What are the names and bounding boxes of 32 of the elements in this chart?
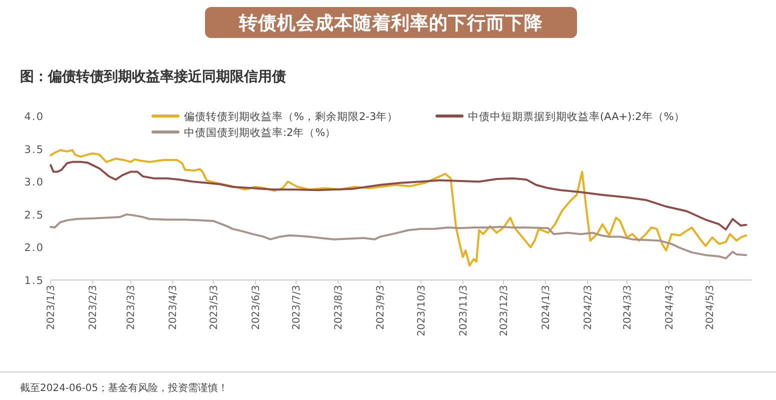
x-tick-label: 2023/5/3 (208, 285, 220, 330)
legend-label: 中债中短期票据到期收益率(AA+):2年（%） (468, 110, 685, 123)
x-tick-label: 2023/12/3 (499, 285, 510, 336)
y-tick-label: 2.0 (24, 242, 44, 254)
x-tick-label: 2023/1/3 (46, 285, 58, 330)
x-tick-label: 2023/3/3 (126, 285, 138, 330)
y-tick-label: 1.5 (24, 275, 44, 287)
x-tick-label: 2023/10/3 (416, 285, 428, 336)
legend-label: 中债国债到期收益率:2年（%） (184, 126, 336, 139)
line-series (50, 149, 748, 267)
legend-label: 偏债转债到期收益率（%，剩余期限2-3年） (184, 110, 398, 123)
x-tick-label: 2024/3/3 (622, 285, 634, 330)
x-tick-label: 2023/4/3 (168, 285, 180, 330)
y-tick-label: 3.5 (24, 144, 44, 156)
line-series (50, 160, 748, 230)
y-tick-label: 3.0 (24, 176, 44, 189)
line-series (50, 213, 748, 260)
x-tick-label: 2024/4/3 (664, 285, 676, 330)
y-tick-label: 2.5 (24, 209, 44, 222)
x-tick-label: 2023/8/3 (334, 285, 345, 330)
x-tick-label: 2023/11/3 (458, 285, 470, 336)
x-tick-label: 2023/6/3 (250, 285, 262, 330)
chart-subtitle: 图：偏债转债到期收益率接近同期限信用债 (20, 68, 286, 85)
x-tick-label: 2023/7/3 (292, 285, 303, 330)
x-tick-label: 2024/5/3 (705, 285, 716, 330)
x-tick-label: 2023/2/3 (88, 285, 100, 330)
x-tick-label: 2024/1/3 (541, 285, 552, 330)
x-tick-label: 2023/9/3 (376, 285, 387, 330)
chart-title: 转债机会成本随着利率的下行而下降 (238, 12, 544, 34)
x-tick-label: 2024/2/3 (583, 285, 594, 330)
text: 截至2024-06-05；基金有风险，投资需谨慎！ (20, 382, 228, 394)
y-tick-label: 4.0 (24, 111, 44, 123)
